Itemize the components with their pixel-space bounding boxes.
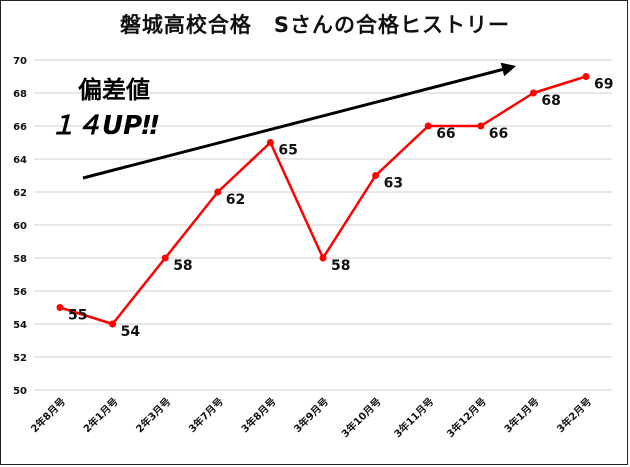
- y-tick-label: 70: [13, 56, 27, 67]
- y-tick-label: 64: [13, 155, 27, 166]
- x-tick-label: 3年12月号: [444, 395, 489, 440]
- x-axis-categories: 2年8月号 2年1月号 2年3月号 3年7月号 3年8月号 3年9月号 3年10月号 3年11…: [28, 395, 594, 440]
- data-label: 58: [331, 258, 350, 274]
- data-label: 62: [226, 192, 245, 208]
- data-label: 54: [121, 324, 141, 340]
- data-label: 69: [594, 77, 613, 93]
- y-tick-label: 56: [13, 287, 27, 298]
- y-tick-label: 66: [13, 122, 27, 133]
- x-tick-label: 3年11月号: [391, 395, 436, 440]
- data-point: [266, 139, 274, 146]
- annotation-line2: １４UP‼: [50, 111, 159, 141]
- data-point: [424, 122, 432, 130]
- data-point: [109, 320, 117, 328]
- data-label: 55: [68, 308, 87, 324]
- x-tick-label: 3年1月号: [501, 395, 541, 435]
- data-point: [319, 254, 327, 262]
- annotation-group: 偏差値 １４UP‼: [50, 62, 516, 180]
- data-point: [214, 188, 222, 196]
- gridlines: [34, 59, 612, 391]
- y-tick-label: 62: [13, 188, 27, 199]
- annotation-line1: 偏差値: [78, 76, 150, 104]
- trend-arrow-head: [500, 62, 516, 77]
- x-tick-label: 3年9月号: [291, 395, 331, 435]
- x-tick-label: 3年8月号: [238, 395, 278, 435]
- data-point: [372, 172, 380, 179]
- data-label: 66: [436, 126, 455, 142]
- x-tick-label: 2年8月号: [28, 395, 68, 435]
- data-label: 58: [173, 258, 192, 274]
- data-point: [529, 89, 537, 97]
- chart-title: 磐城高校合格 Sさんの合格ヒストリー: [119, 13, 511, 37]
- y-tick-label: 52: [13, 353, 27, 364]
- data-label: 68: [541, 93, 560, 109]
- data-point: [477, 122, 485, 130]
- y-tick-label: 68: [13, 89, 27, 100]
- x-tick-label: 3年2月号: [554, 395, 594, 435]
- data-label: 63: [384, 176, 403, 192]
- x-tick-label: 2年3月号: [133, 395, 173, 435]
- y-axis-ticks: 50 52 54 56 58 60 62 64 66 68 70: [13, 56, 27, 397]
- trend-arrow: [82, 65, 513, 180]
- data-point: [161, 254, 169, 262]
- data-point: [582, 73, 590, 80]
- y-tick-label: 50: [13, 386, 27, 397]
- y-tick-label: 58: [13, 254, 27, 265]
- y-tick-label: 54: [13, 320, 27, 331]
- data-point: [56, 304, 64, 311]
- y-tick-label: 60: [13, 221, 27, 232]
- data-label: 66: [489, 126, 508, 142]
- data-label: 65: [278, 143, 297, 159]
- data-labels: 55 54 58 62 65 58 63 66 66 68 69: [68, 77, 613, 341]
- x-tick-label: 3年7月号: [186, 395, 226, 435]
- x-tick-label: 3年10月号: [339, 395, 384, 440]
- x-tick-label: 2年1月号: [80, 395, 120, 435]
- series-layer: [56, 73, 590, 328]
